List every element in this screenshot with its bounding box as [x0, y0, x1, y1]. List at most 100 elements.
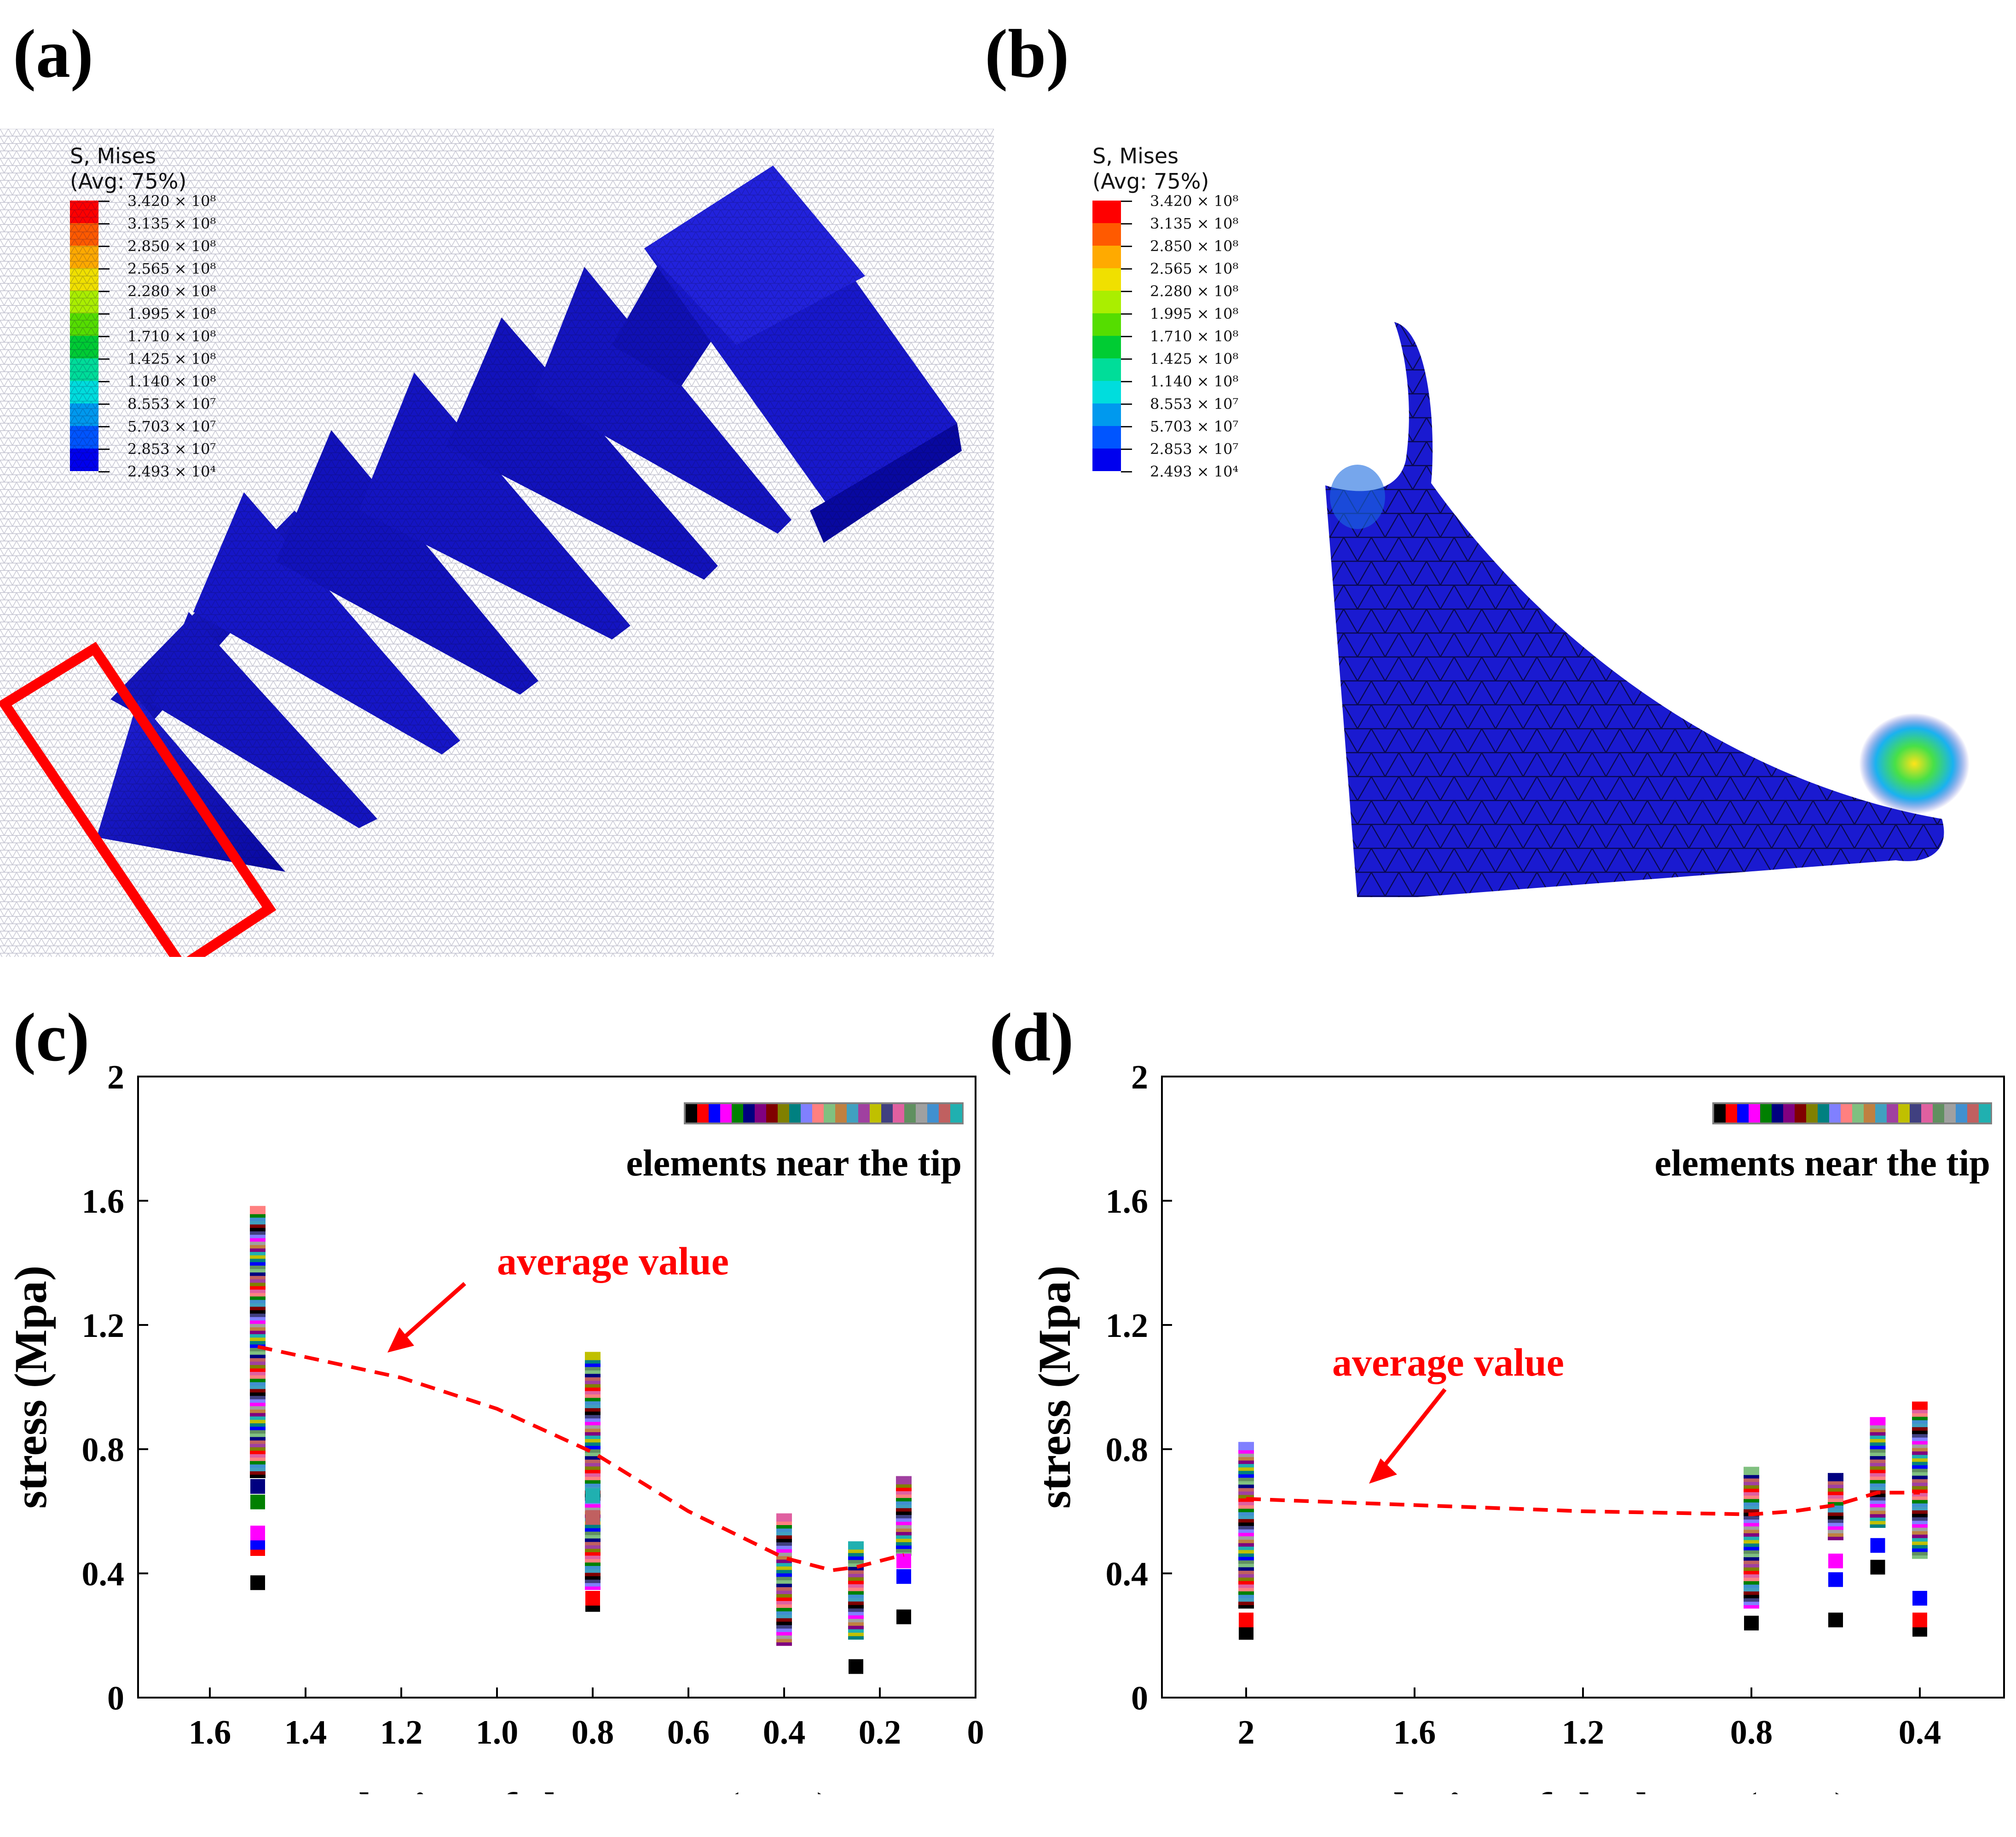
legend-strip-swatch — [1967, 1104, 1979, 1123]
legend-strip-swatch — [778, 1104, 790, 1123]
x-tick-label: 1.0 — [476, 1714, 519, 1751]
y-tick-label: 0 — [1131, 1680, 1148, 1717]
chart-screw-mesh: 0 0.4 0.8 1.2 1.6 2 1.6 1.4 1.2 1.0 0.8 0.6 0.4 0.2 0 m… — [5, 1059, 984, 1794]
element-stress-point — [1870, 1538, 1885, 1553]
legend-tick — [1121, 268, 1132, 270]
element-stress-point — [1912, 1401, 1928, 1410]
legend-strip-swatch — [755, 1104, 767, 1123]
legend-color-swatch — [1092, 403, 1121, 426]
y-tick-label: 0.8 — [1106, 1431, 1149, 1469]
legend-color-swatch — [1092, 291, 1121, 314]
legend-strip-swatch — [801, 1104, 813, 1123]
element-stress-point — [1744, 1616, 1759, 1630]
element-stress-point — [1870, 1417, 1886, 1426]
legend-strip-swatch — [812, 1104, 824, 1123]
legend-color-swatch — [1092, 336, 1121, 359]
legend-strip-swatch — [1806, 1104, 1818, 1123]
y-tick-label: 1.2 — [82, 1307, 125, 1345]
x-tick-label: 1.2 — [380, 1714, 423, 1751]
legend-strip-swatch — [1749, 1104, 1761, 1123]
y-tick-label: 1.2 — [1106, 1307, 1149, 1345]
legend-strip-swatch — [1898, 1104, 1910, 1123]
legend-subtitle: (Avg: 75%) — [1092, 169, 1209, 194]
legend-strip-swatch — [1864, 1104, 1876, 1123]
legend-tick — [1121, 336, 1132, 338]
element-stress-point — [1912, 1591, 1927, 1606]
screw-body — [0, 129, 994, 957]
legend-tick — [1121, 201, 1132, 202]
legend-tick — [1121, 358, 1132, 360]
legend-strip-swatch — [1737, 1104, 1749, 1123]
legend-strip-swatch — [1933, 1104, 1945, 1123]
y-axis-title: stress (Mpa) — [5, 1266, 56, 1509]
y-tick-label: 2 — [107, 1059, 124, 1096]
average-value-line — [1246, 1491, 1920, 1516]
legend-color-swatch — [1092, 449, 1121, 472]
legend-level-value: 1.425 × 10⁸ — [1150, 350, 1239, 368]
legend-strip-swatch — [1944, 1104, 1956, 1123]
legend-strip-swatch — [1829, 1104, 1841, 1123]
y-tick-label: 0.4 — [82, 1555, 125, 1593]
legend-tick — [1121, 381, 1132, 383]
element-stress-point — [1828, 1612, 1843, 1628]
element-stress-point — [585, 1488, 600, 1503]
element-stress-point — [250, 1575, 265, 1590]
element-stress-point — [1828, 1473, 1843, 1481]
legend-strip-swatch — [916, 1104, 928, 1123]
legend-strip-swatch — [1852, 1104, 1864, 1123]
y-tick-label: 1.6 — [82, 1183, 125, 1221]
legend-color-swatch — [1092, 246, 1121, 269]
legend-strip-swatch — [824, 1104, 836, 1123]
legend-level-value: 2.850 × 10⁸ — [1150, 237, 1239, 255]
legend-strip-swatch — [1726, 1104, 1738, 1123]
legend-strip-swatch — [1956, 1104, 1968, 1123]
legend-strip-swatch — [766, 1104, 778, 1123]
element-stress-point — [250, 1206, 266, 1215]
legend-strip-swatch — [709, 1104, 721, 1123]
x-axis-title: mesh size of the screw (mm) — [282, 1783, 832, 1794]
x-tick-label: 0.2 — [859, 1714, 901, 1751]
legend-color-swatch — [1092, 358, 1121, 381]
legend-strip-swatch — [939, 1104, 951, 1123]
element-stress-point — [585, 1591, 600, 1606]
legend-color-swatch — [1092, 223, 1121, 246]
legend-strip-swatch — [870, 1104, 882, 1123]
panel-label-c: (c) — [13, 999, 90, 1076]
legend-tick — [1121, 291, 1132, 293]
y-tick-label: 0 — [107, 1680, 124, 1717]
element-stress-point — [250, 1526, 265, 1541]
x-tick-label: 1.2 — [1562, 1714, 1605, 1751]
x-tick-label: 0.4 — [763, 1714, 806, 1751]
legend-level-value: 2.493 × 10⁴ — [1150, 463, 1239, 481]
legend-strip-swatch — [743, 1104, 755, 1123]
x-tick-label: 0.4 — [1899, 1714, 1941, 1751]
legend-level-value: 2.565 × 10⁸ — [1150, 260, 1239, 278]
legend-level-value: 1.995 × 10⁸ — [1150, 305, 1239, 323]
legend-strip-swatch — [1795, 1104, 1807, 1123]
legend-strip-swatch — [1818, 1104, 1830, 1123]
stress-contour-legend: S, Mises (Avg: 75%) 3.420 × 10⁸ 3.135 × 1… — [1092, 144, 1238, 480]
legend-strip-swatch — [835, 1104, 847, 1123]
bone-mesh-model — [1325, 322, 1970, 897]
legend-label: elements near the tip — [1654, 1142, 1990, 1184]
element-stress-point — [896, 1609, 911, 1624]
legend-tick — [1121, 223, 1132, 225]
element-stress-point — [1870, 1560, 1885, 1575]
x-axis-title: mesh size of the bone (mm) — [1317, 1783, 1849, 1794]
x-tick-label: 0 — [967, 1714, 984, 1751]
y-tick-label: 1.6 — [1106, 1183, 1149, 1221]
legend-strip-swatch — [732, 1104, 744, 1123]
legend-strip-swatch — [1783, 1104, 1795, 1123]
legend-level-value: 2.280 × 10⁸ — [1150, 282, 1239, 300]
legend-strip-swatch — [858, 1104, 870, 1123]
element-stress-point — [896, 1476, 912, 1485]
legend-tick — [1121, 449, 1132, 450]
panel-label-a: (a) — [13, 16, 93, 92]
element-stress-point — [1238, 1442, 1254, 1451]
element-stress-point — [1239, 1625, 1254, 1640]
legend-tick — [1121, 313, 1132, 315]
legend-strip-swatch — [847, 1104, 859, 1123]
element-stress-point — [1828, 1554, 1843, 1568]
y-tick-label: 0.4 — [1106, 1555, 1149, 1593]
legend-level-value: 1.710 × 10⁸ — [1150, 328, 1239, 346]
